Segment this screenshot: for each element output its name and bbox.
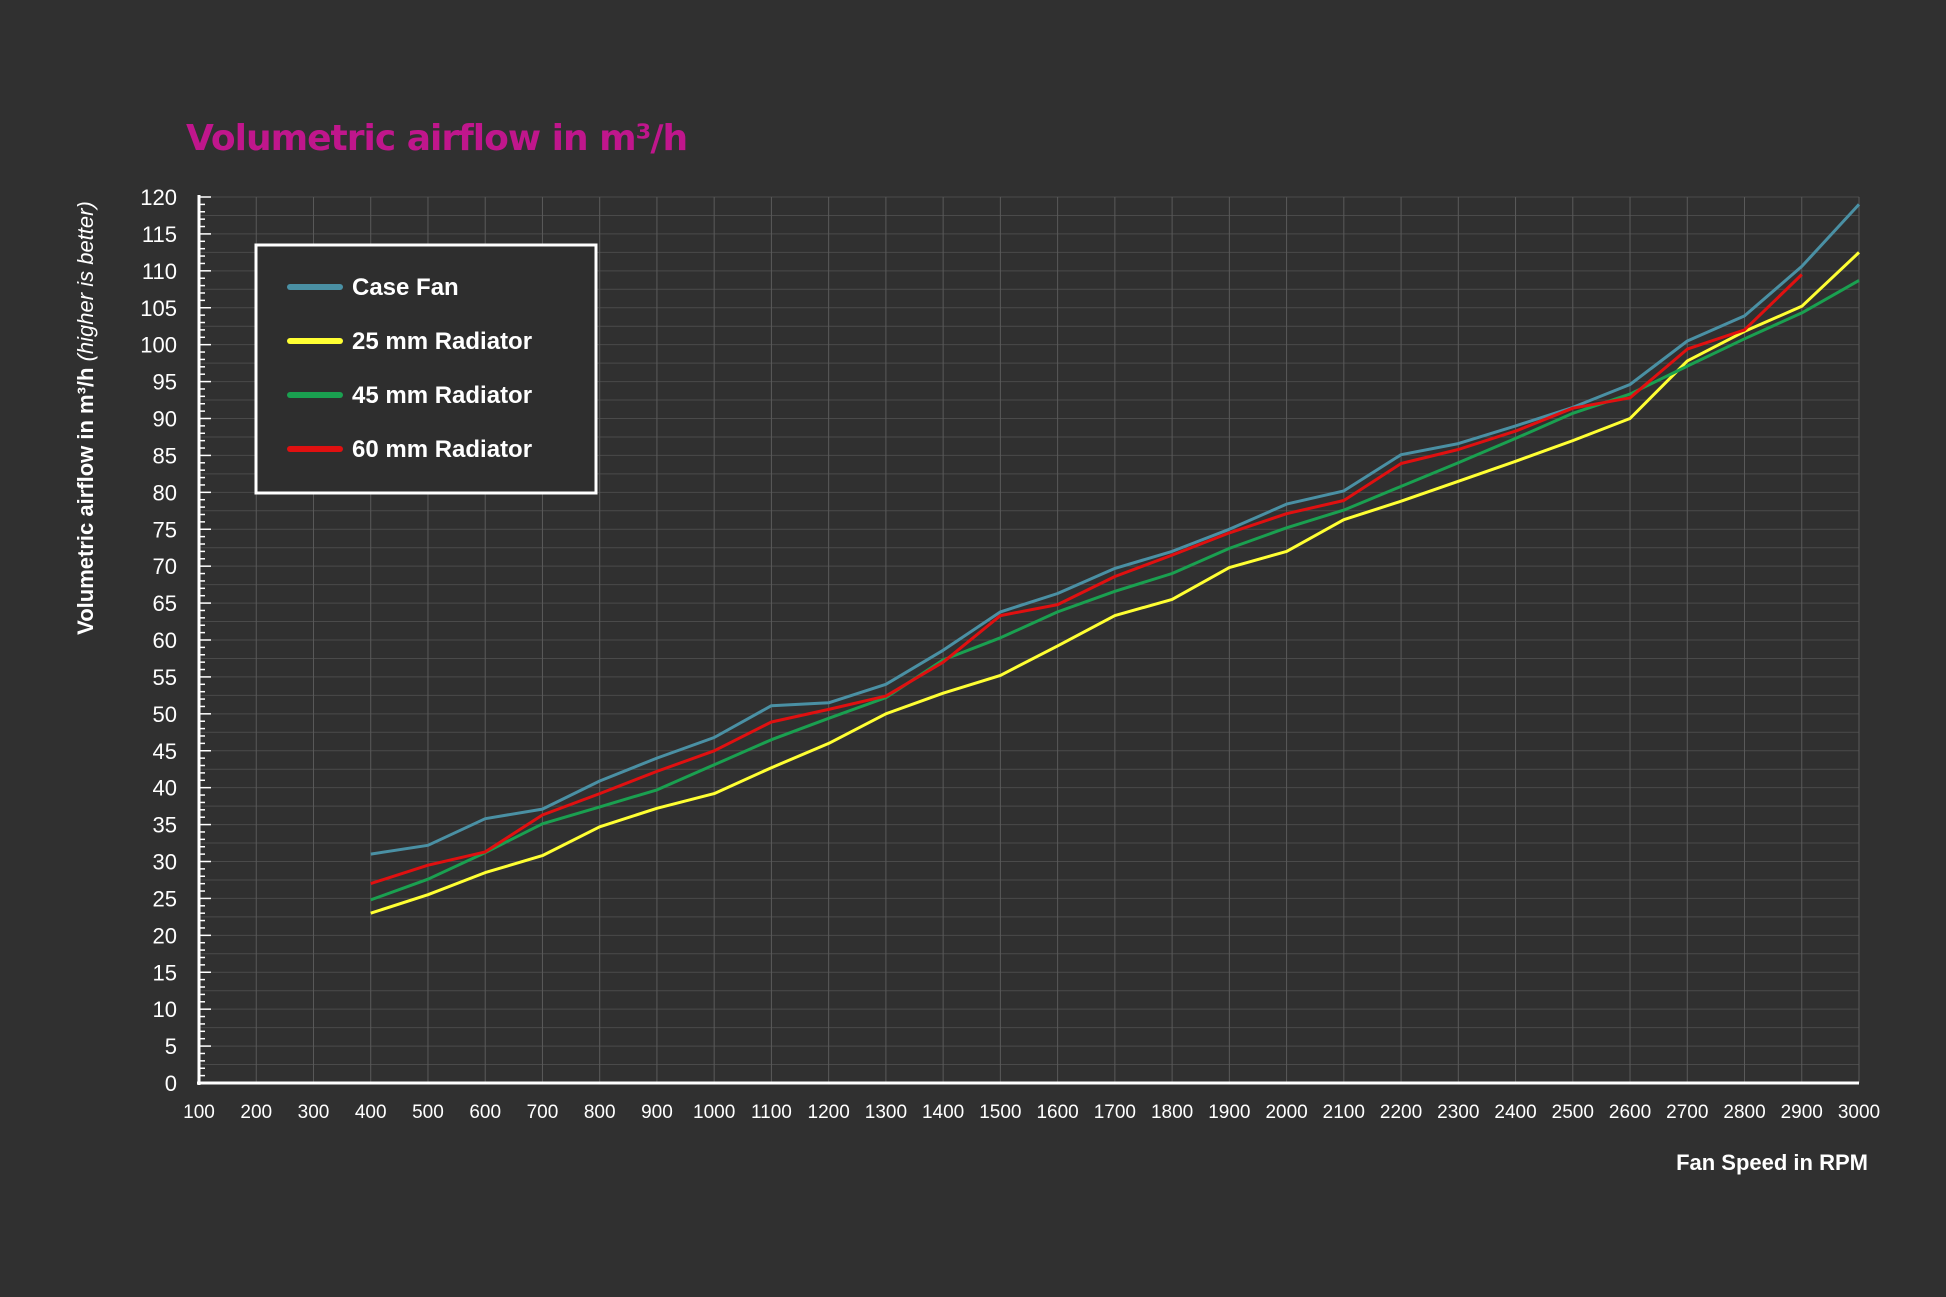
- y-tick-label: 100: [140, 333, 177, 358]
- x-tick-label: 2300: [1437, 1102, 1479, 1123]
- y-tick-label: 15: [153, 960, 177, 985]
- y-tick-label: 85: [153, 443, 177, 468]
- y-tick-label: 10: [153, 997, 177, 1022]
- y-tick-label: 120: [140, 185, 177, 210]
- x-tick-label: 2400: [1494, 1102, 1536, 1123]
- x-tick-label: 1100: [751, 1102, 792, 1123]
- x-tick-label: 1600: [1036, 1102, 1078, 1123]
- x-tick-label: 800: [584, 1102, 616, 1123]
- x-tick-label: 400: [355, 1102, 387, 1123]
- x-tick-label: 2600: [1609, 1102, 1651, 1123]
- x-tick-label: 1900: [1208, 1102, 1250, 1123]
- x-tick-label: 900: [641, 1102, 673, 1123]
- y-tick-label: 55: [153, 665, 177, 690]
- series-line-case-fan: [370, 203, 1861, 856]
- x-tick-label: 1700: [1094, 1102, 1136, 1123]
- x-tick-label: 2700: [1666, 1102, 1708, 1123]
- series-line-25-mm-radiator: [370, 251, 1861, 915]
- y-tick-label: 45: [153, 739, 177, 764]
- y-tick-label: 60: [153, 628, 177, 653]
- y-tick-label: 20: [153, 923, 177, 948]
- x-axis-label: Fan Speed in RPM: [1676, 1150, 1868, 1175]
- y-tick-label: 35: [153, 813, 177, 838]
- y-tick-label: 30: [153, 850, 177, 875]
- y-tick-label: 65: [153, 591, 177, 616]
- series-lines: [370, 203, 1861, 915]
- y-tick-label: 105: [140, 296, 177, 321]
- x-tick-label: 2000: [1265, 1102, 1307, 1123]
- y-tick-label: 40: [153, 776, 177, 801]
- x-tick-label: 1300: [865, 1102, 907, 1123]
- x-tick-label: 200: [240, 1102, 272, 1123]
- y-tick-label: 5: [165, 1034, 177, 1059]
- y-tick-label: 50: [153, 702, 177, 727]
- y-tick-label: 75: [153, 517, 177, 542]
- y-tick-label: 110: [142, 259, 177, 284]
- x-tick-label: 1200: [808, 1102, 850, 1123]
- legend-label-case-fan: Case Fan: [352, 274, 459, 301]
- series-line-60-mm-radiator: [370, 273, 1803, 886]
- y-tick-label: 0: [165, 1071, 177, 1096]
- legend-label-60-mm-radiator: 60 mm Radiator: [352, 436, 532, 463]
- y-tick-label: 70: [153, 554, 177, 579]
- y-tick-label: 90: [153, 407, 177, 432]
- x-tick-label: 1500: [979, 1102, 1021, 1123]
- x-tick-label: 2100: [1323, 1102, 1365, 1123]
- y-tick-label: 115: [142, 222, 177, 247]
- x-tick-label: 500: [412, 1102, 444, 1123]
- legend: Case Fan 25 mm Radiator 45 mm Radiator 60 m…: [254, 243, 598, 495]
- x-tick-label: 300: [298, 1102, 330, 1123]
- legend-label-25-mm-radiator: 25 mm Radiator: [352, 328, 532, 355]
- y-tick-label: 25: [153, 886, 177, 911]
- x-tick-label: 2200: [1380, 1102, 1422, 1123]
- x-tick-label: 2900: [1781, 1102, 1823, 1123]
- chart-title: Volumetric airflow in m³/h: [186, 118, 688, 159]
- x-tick-label: 1000: [693, 1102, 735, 1123]
- x-tick-label: 3000: [1838, 1102, 1880, 1123]
- x-tick-label: 700: [527, 1102, 559, 1123]
- legend-label-45-mm-radiator: 45 mm Radiator: [352, 382, 532, 409]
- y-tick-label: 95: [153, 370, 177, 395]
- axes: 0 5 10 15 20 25 30 35 40 45 50 55 60 65 70 75 80 85 90 95 10…: [140, 185, 1880, 1123]
- x-tick-label: 2500: [1552, 1102, 1594, 1123]
- x-tick-label: 1800: [1151, 1102, 1193, 1123]
- x-tick-label: 600: [469, 1102, 501, 1123]
- y-tick-label: 80: [153, 480, 177, 505]
- x-tick-label: 1400: [922, 1102, 964, 1123]
- x-tick-label: 100: [183, 1102, 215, 1123]
- x-tick-label: 2800: [1723, 1102, 1765, 1123]
